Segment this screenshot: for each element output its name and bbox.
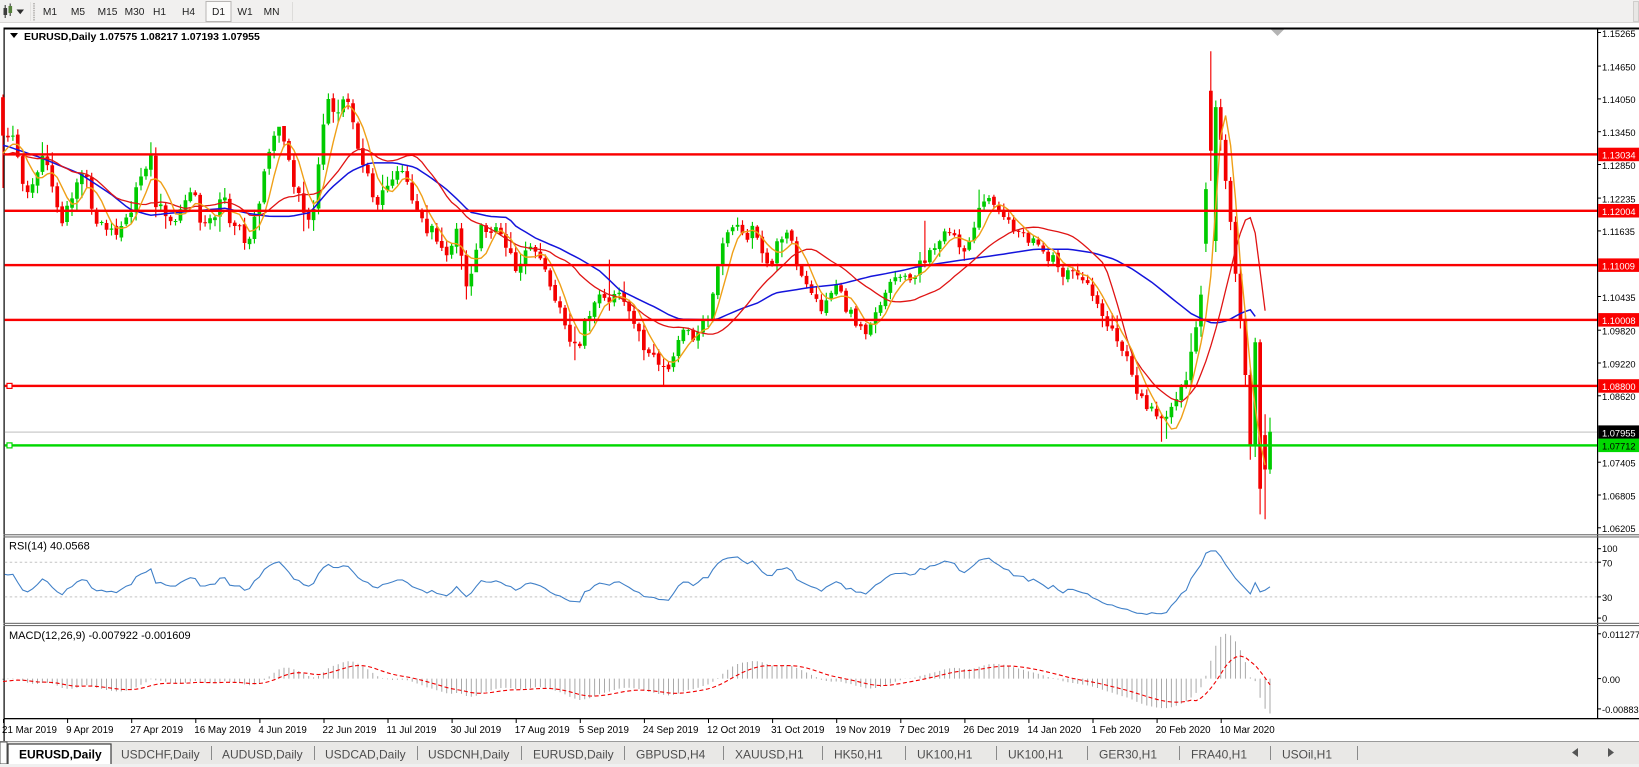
svg-text:M30: M30 bbox=[125, 7, 145, 18]
svg-text:1.11009: 1.11009 bbox=[1602, 261, 1635, 271]
svg-text:USDCAD,Daily: USDCAD,Daily bbox=[325, 748, 406, 762]
svg-text:H4: H4 bbox=[182, 7, 195, 18]
svg-text:10 Mar 2020: 10 Mar 2020 bbox=[1220, 725, 1276, 736]
svg-text:1.10435: 1.10435 bbox=[1602, 293, 1636, 303]
svg-text:XAUUSD,H1: XAUUSD,H1 bbox=[735, 748, 804, 762]
svg-text:26 Dec 2019: 26 Dec 2019 bbox=[963, 725, 1019, 736]
svg-text:5 Sep 2019: 5 Sep 2019 bbox=[579, 725, 629, 736]
svg-text:100: 100 bbox=[1602, 544, 1618, 554]
svg-text:27 Apr 2019: 27 Apr 2019 bbox=[130, 725, 183, 736]
svg-text:19 Nov 2019: 19 Nov 2019 bbox=[835, 725, 891, 736]
svg-text:1 Feb 2020: 1 Feb 2020 bbox=[1092, 725, 1142, 736]
svg-text:1.14050: 1.14050 bbox=[1602, 95, 1636, 105]
svg-text:1.11635: 1.11635 bbox=[1602, 227, 1635, 237]
svg-text:1.10008: 1.10008 bbox=[1602, 316, 1636, 326]
svg-text:W1: W1 bbox=[237, 7, 253, 18]
svg-text:1.08620: 1.08620 bbox=[1602, 392, 1636, 402]
svg-text:14 Jan 2020: 14 Jan 2020 bbox=[1027, 725, 1081, 736]
svg-text:7 Dec 2019: 7 Dec 2019 bbox=[899, 725, 949, 736]
svg-text:1.13034: 1.13034 bbox=[1602, 151, 1636, 161]
svg-text:1.07712: 1.07712 bbox=[1602, 442, 1636, 452]
svg-text:1.12850: 1.12850 bbox=[1602, 161, 1636, 171]
svg-text:1.06205: 1.06205 bbox=[1602, 524, 1636, 534]
svg-text:1.13450: 1.13450 bbox=[1602, 128, 1636, 138]
svg-text:RSI(14) 40.0568: RSI(14) 40.0568 bbox=[9, 541, 90, 553]
svg-text:1.07955: 1.07955 bbox=[1602, 428, 1636, 438]
svg-text:USDCNH,Daily: USDCNH,Daily bbox=[428, 748, 509, 762]
svg-text:1.07405: 1.07405 bbox=[1602, 459, 1636, 469]
svg-text:D1: D1 bbox=[212, 7, 225, 18]
svg-text:1.09220: 1.09220 bbox=[1602, 359, 1636, 369]
svg-text:17 Aug 2019: 17 Aug 2019 bbox=[515, 725, 570, 736]
svg-text:0.00: 0.00 bbox=[1602, 675, 1620, 685]
svg-text:9 Apr 2019: 9 Apr 2019 bbox=[66, 725, 113, 736]
svg-text:M15: M15 bbox=[98, 7, 118, 18]
svg-text:1.14650: 1.14650 bbox=[1602, 62, 1636, 72]
svg-text:H1: H1 bbox=[153, 7, 166, 18]
svg-text:M1: M1 bbox=[43, 7, 57, 18]
svg-text:M5: M5 bbox=[71, 7, 85, 18]
svg-text:UK100,H1: UK100,H1 bbox=[917, 748, 973, 762]
svg-text:70: 70 bbox=[1602, 559, 1612, 569]
svg-text:GER30,H1: GER30,H1 bbox=[1099, 748, 1157, 762]
svg-text:1.12235: 1.12235 bbox=[1602, 194, 1636, 204]
svg-text:UK100,H1: UK100,H1 bbox=[1008, 748, 1064, 762]
svg-text:1.09820: 1.09820 bbox=[1602, 327, 1636, 337]
svg-text:1.12004: 1.12004 bbox=[1602, 207, 1636, 217]
svg-text:1.08800: 1.08800 bbox=[1602, 382, 1636, 392]
svg-text:EURUSD,Daily 1.07575 1.08217: EURUSD,Daily 1.07575 1.08217 1.07193 1.0… bbox=[24, 31, 260, 43]
svg-text:30: 30 bbox=[1602, 593, 1612, 603]
svg-text:21 Mar 2019: 21 Mar 2019 bbox=[2, 725, 57, 736]
svg-text:0: 0 bbox=[1602, 614, 1607, 624]
svg-text:4 Jun 2019: 4 Jun 2019 bbox=[258, 725, 306, 736]
svg-text:0.011277: 0.011277 bbox=[1602, 630, 1639, 640]
svg-text:FRA40,H1: FRA40,H1 bbox=[1191, 748, 1247, 762]
svg-text:HK50,H1: HK50,H1 bbox=[834, 748, 883, 762]
svg-text:USDCHF,Daily: USDCHF,Daily bbox=[121, 748, 200, 762]
svg-text:31 Oct 2019: 31 Oct 2019 bbox=[771, 725, 824, 736]
svg-text:24 Sep 2019: 24 Sep 2019 bbox=[643, 725, 699, 736]
svg-text:1.15265: 1.15265 bbox=[1602, 29, 1636, 39]
svg-text:USOil,H1: USOil,H1 bbox=[1282, 748, 1332, 762]
svg-text:EURUSD,Daily: EURUSD,Daily bbox=[19, 748, 102, 762]
svg-text:16 May 2019: 16 May 2019 bbox=[194, 725, 251, 736]
svg-text:12 Oct 2019: 12 Oct 2019 bbox=[707, 725, 760, 736]
svg-text:11 Jul 2019: 11 Jul 2019 bbox=[387, 725, 437, 736]
svg-text:EURUSD,Daily: EURUSD,Daily bbox=[533, 748, 614, 762]
svg-text:GBPUSD,H4: GBPUSD,H4 bbox=[636, 748, 706, 762]
svg-text:20 Feb 2020: 20 Feb 2020 bbox=[1156, 725, 1212, 736]
svg-text:22 Jun 2019: 22 Jun 2019 bbox=[323, 725, 377, 736]
svg-text:AUDUSD,Daily: AUDUSD,Daily bbox=[222, 748, 303, 762]
svg-text:MACD(12,26,9) -0.007922 -0.001: MACD(12,26,9) -0.007922 -0.001609 bbox=[9, 630, 191, 642]
svg-text:MN: MN bbox=[264, 7, 280, 18]
svg-text:30 Jul 2019: 30 Jul 2019 bbox=[451, 725, 502, 736]
svg-text:-0.008837: -0.008837 bbox=[1602, 705, 1639, 715]
svg-text:1.06805: 1.06805 bbox=[1602, 491, 1636, 501]
